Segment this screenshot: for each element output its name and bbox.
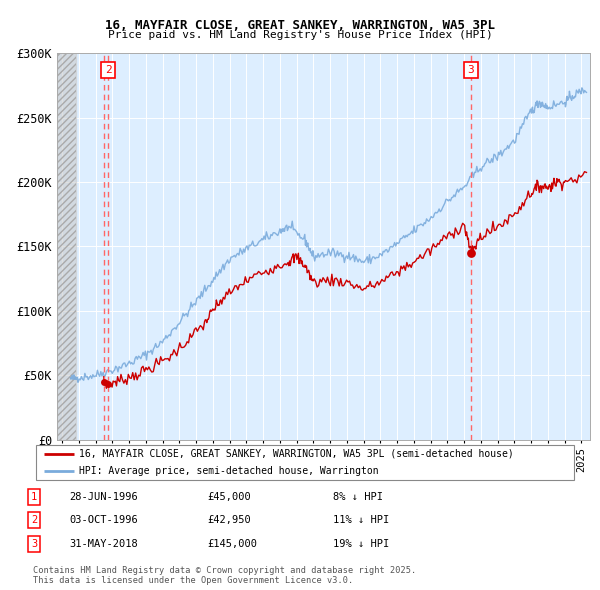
Text: 8% ↓ HPI: 8% ↓ HPI (333, 492, 383, 502)
Text: 03-OCT-1996: 03-OCT-1996 (69, 516, 138, 525)
Point (99, 377, 109, 386)
Text: 1: 1 (31, 492, 37, 502)
FancyBboxPatch shape (36, 445, 574, 480)
Text: £45,000: £45,000 (207, 492, 251, 502)
Text: 2: 2 (31, 516, 37, 525)
Point (466, 248, 476, 257)
Point (103, 379, 113, 389)
Text: 28-JUN-1996: 28-JUN-1996 (69, 492, 138, 502)
Text: 2: 2 (105, 65, 112, 75)
Text: 31-MAY-2018: 31-MAY-2018 (69, 539, 138, 549)
Text: 16, MAYFAIR CLOSE, GREAT SANKEY, WARRINGTON, WA5 3PL: 16, MAYFAIR CLOSE, GREAT SANKEY, WARRING… (105, 19, 495, 32)
Text: 3: 3 (31, 539, 37, 549)
Text: Contains HM Land Registry data © Crown copyright and database right 2025.
This d: Contains HM Land Registry data © Crown c… (33, 566, 416, 585)
Text: 3: 3 (467, 65, 475, 75)
Text: Price paid vs. HM Land Registry's House Price Index (HPI): Price paid vs. HM Land Registry's House … (107, 30, 493, 40)
Text: HPI: Average price, semi-detached house, Warrington: HPI: Average price, semi-detached house,… (79, 466, 379, 476)
Text: 11% ↓ HPI: 11% ↓ HPI (333, 516, 389, 525)
Text: 16, MAYFAIR CLOSE, GREAT SANKEY, WARRINGTON, WA5 3PL (semi-detached house): 16, MAYFAIR CLOSE, GREAT SANKEY, WARRING… (79, 449, 514, 458)
Text: £145,000: £145,000 (207, 539, 257, 549)
Text: 19% ↓ HPI: 19% ↓ HPI (333, 539, 389, 549)
Text: £42,950: £42,950 (207, 516, 251, 525)
